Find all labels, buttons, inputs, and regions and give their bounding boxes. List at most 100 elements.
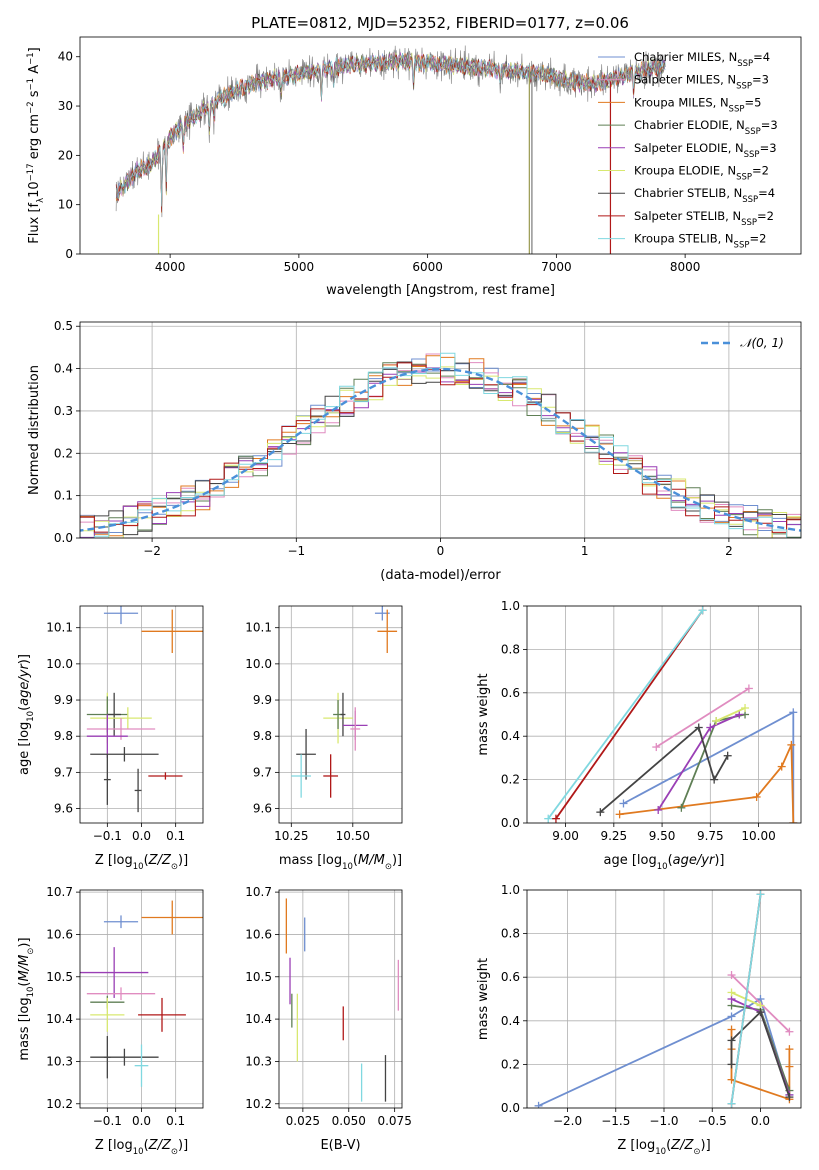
x-axis-label: E(B-V) — [320, 1138, 360, 1153]
mass-weight-marker — [551, 814, 560, 823]
error-bar-point — [103, 754, 111, 805]
y-tick-label: 9.8 — [253, 729, 272, 743]
legend-entry: Kroupa ELODIE, NSSP=2 — [634, 164, 769, 183]
x-tick-label: 5000 — [284, 260, 315, 274]
panels: 4000 5000 6000 7000 8000010203040wavelength … — [17, 36, 802, 1157]
axes-frame — [79, 605, 204, 824]
y-axis-label: Flux [fλ10−17 erg cm−2 s−1 A−1] — [26, 47, 46, 243]
mass-weight-marker — [698, 606, 707, 615]
y-tick-label: 0.5 — [54, 319, 73, 333]
mass-weight-marker — [752, 792, 761, 801]
y-tick-label: 0 — [65, 247, 73, 261]
mass-weight-marker — [785, 1093, 794, 1102]
y-tick-label: 40 — [58, 50, 73, 64]
mass-weight-marker — [741, 703, 750, 712]
error-bar-point — [296, 728, 316, 780]
mass-weight-marker — [652, 743, 661, 752]
mass-weight-marker — [727, 1099, 736, 1108]
residuals-panel: −2 −1 0 1 2 0.0 0.1 0.2 0.3 0.4 0.5 (data-model)/er… — [27, 319, 802, 583]
error-bar-point — [148, 772, 183, 780]
mass-weight-line — [680, 713, 746, 809]
mass-weight-marker — [712, 717, 721, 726]
y-tick-label: 9.7 — [253, 765, 272, 779]
error-bar-point — [291, 754, 311, 798]
y-tick-label: 0.0 — [54, 531, 73, 545]
y-axis-label: Normed distribution — [27, 365, 42, 495]
x-tick-label: 0.1 — [166, 829, 185, 843]
y-axis-label: mass [log10(M/M⊙)] — [17, 937, 36, 1060]
x-tick-label: −1.5 — [601, 1114, 630, 1128]
y-tick-label: 9.9 — [54, 693, 73, 707]
y-tick-label: 10.5 — [46, 970, 73, 984]
x-axis-label: age [log10(age/yr)] — [604, 853, 725, 872]
error-bar-point — [134, 1044, 149, 1087]
mass-weight-marker — [619, 799, 628, 808]
mass-weight-line — [655, 687, 750, 748]
error-bar-point — [350, 707, 361, 751]
mass-weight-marker — [727, 971, 736, 980]
mass-weight-marker — [596, 808, 605, 817]
x-tick-label: −2 — [143, 544, 161, 558]
x-tick-label: 0 — [437, 544, 445, 558]
mass-vs-Z-panel: −0.1 0.0 0.1 10.2 10.3 10.4 10.5 10.6 10.7 Z [log… — [17, 885, 204, 1157]
y-tick-label: 10.0 — [245, 657, 272, 671]
y-tick-label: 9.7 — [54, 765, 73, 779]
error-bar-point — [107, 692, 121, 737]
model-spectrum-line — [115, 52, 666, 207]
residual-histogram — [80, 366, 801, 538]
y-tick-label: 10.7 — [46, 885, 73, 899]
x-tick-label: 9.50 — [649, 829, 676, 843]
x-tick-label: −1.0 — [649, 1114, 678, 1128]
y-tick-label: 10.6 — [46, 927, 73, 941]
error-bar-point — [340, 692, 346, 737]
mass-weight-marker — [785, 1027, 794, 1036]
mass-weight-marker — [756, 890, 765, 899]
legend-entry: Kroupa MILES, NSSP=5 — [634, 95, 761, 114]
y-tick-label: 10.2 — [245, 1097, 272, 1111]
y-tick-label: 1.0 — [501, 599, 520, 613]
error-bar-point — [323, 754, 339, 798]
mass-weight-marker — [727, 1012, 736, 1021]
y-tick-label: 9.6 — [253, 802, 272, 816]
y-tick-label: 10 — [58, 198, 73, 212]
x-tick-label: −2.0 — [553, 1114, 582, 1128]
mass-weight-line — [599, 725, 729, 813]
y-tick-label: 10.7 — [245, 885, 272, 899]
y-tick-label: 0.8 — [501, 642, 520, 656]
mass-weight-marker — [777, 762, 786, 771]
x-tick-label: 0.0 — [132, 1114, 151, 1128]
error-bar-point — [134, 768, 142, 813]
x-tick-label: 4000 — [155, 260, 186, 274]
x-tick-label: 0.1 — [166, 1114, 185, 1128]
y-tick-label: 0.0 — [501, 816, 520, 830]
error-bar-point — [90, 997, 125, 1032]
axes-frame — [79, 889, 204, 1109]
legend-entry: 𝒩(0, 1) — [740, 336, 784, 350]
mass-weight-marker — [615, 810, 624, 819]
observed-spectrum-line — [115, 45, 666, 218]
mass-weight-marker — [654, 805, 663, 814]
mass-weight-marker — [787, 740, 796, 749]
y-tick-label: 9.6 — [54, 802, 73, 816]
mass-weight-marker — [534, 1101, 543, 1108]
x-tick-label: 10.50 — [336, 829, 370, 843]
x-tick-label: 10.00 — [741, 829, 775, 843]
x-axis-label: Z [log10(Z/Z⊙)] — [95, 1138, 188, 1157]
mass-weight-marker — [785, 1062, 794, 1071]
error-bar-point — [141, 609, 203, 654]
error-bar-point — [80, 947, 149, 998]
weight-vs-age-panel: 9.00 9.25 9.50 9.75 10.00 0.0 0.2 0.4 0.6 0.8 1.0 a… — [476, 599, 802, 872]
axes-frame — [278, 889, 403, 1109]
y-tick-label: 0.1 — [54, 489, 73, 503]
x-tick-label: −0.1 — [93, 829, 122, 843]
axes-frame — [79, 321, 802, 539]
mass-vs-EBV-panel: 0.025 0.050 0.075 10.2 10.3 10.4 10.5 10.6 10.7 E… — [245, 885, 412, 1153]
mass-weight-marker — [789, 708, 798, 717]
x-tick-label: 0.050 — [332, 1114, 366, 1128]
mass-weight-marker — [785, 1045, 794, 1054]
age-vs-Z-panel: −0.1 0.0 0.1 9.6 9.7 9.8 9.9 10.0 10.1 Z [log10(Z… — [17, 605, 204, 872]
error-bar-point — [138, 997, 186, 1032]
y-tick-label: 10.0 — [46, 657, 73, 671]
error-bar-point — [90, 747, 159, 762]
mass-weight-marker — [735, 710, 744, 719]
